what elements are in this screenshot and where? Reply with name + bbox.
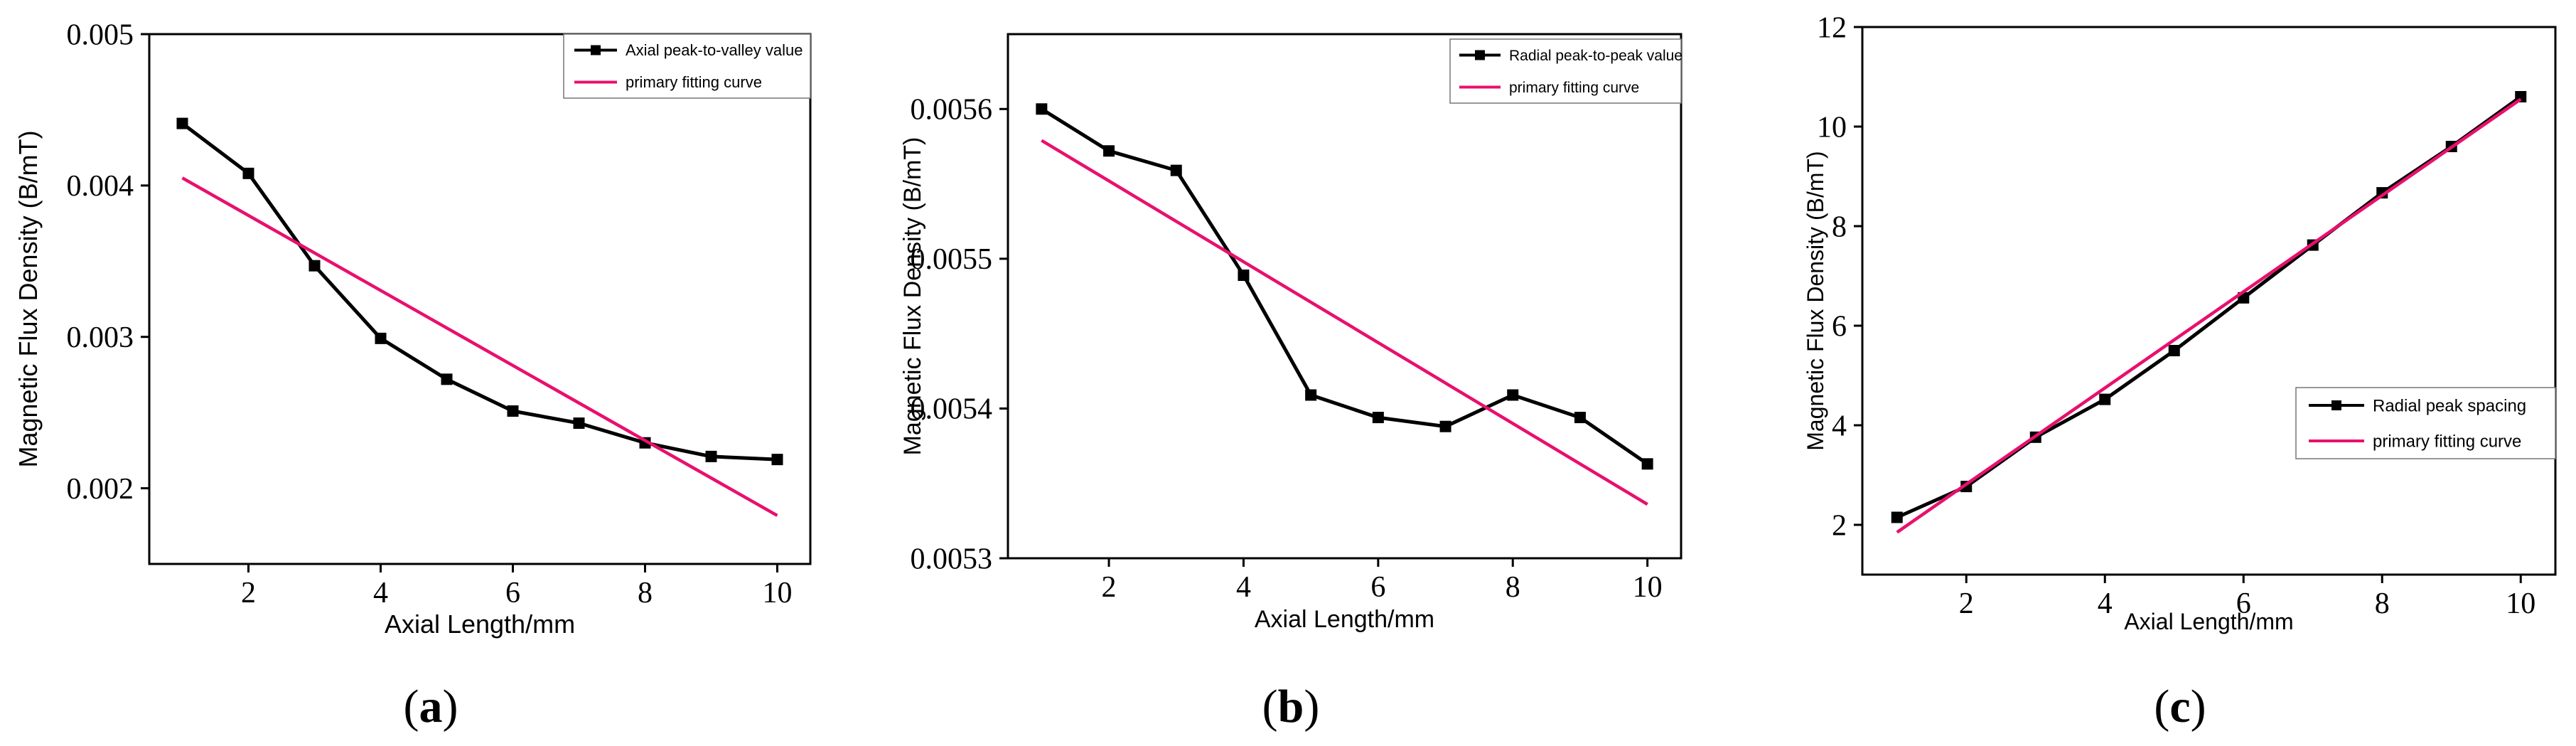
y-tick-label: 12 (1817, 11, 1847, 44)
x-tick-label: 10 (763, 577, 793, 609)
data-series-line (181, 122, 778, 462)
x-axis-label: Axial Length/mm (1255, 606, 1434, 633)
legend: Radial peak-to-peak value primary fitting… (1449, 38, 1683, 104)
legend-box (2295, 387, 2556, 459)
panel-label: (b) (1262, 681, 1320, 732)
y-tick-label: 0.0056 (911, 94, 993, 127)
x-tick-label: 8 (638, 577, 653, 609)
legend-marker (1475, 50, 1485, 60)
y-tick-label: 10 (1817, 111, 1847, 144)
chart-panel-a: 2 4 6 8 10 0.002 0.003 0.004 0.005 Axial Length/m… (14, 18, 812, 732)
data-point-marker (308, 260, 321, 272)
x-tick-label: 2 (1102, 571, 1117, 604)
x-axis-label: Axial Length/mm (385, 609, 575, 639)
y-tick-label: 0.0055 (911, 243, 993, 276)
x-tick-label: 8 (2375, 587, 2390, 620)
data-point-marker (1574, 412, 1586, 424)
data-point-marker (176, 117, 188, 129)
data-point-marker (507, 405, 519, 417)
panel-label: (c) (2154, 681, 2206, 732)
data-point-marker (375, 332, 387, 344)
panel-label: (a) (404, 681, 458, 732)
x-tick-label: 4 (1236, 571, 1251, 604)
legend-label: primary fitting curve (1509, 80, 1639, 96)
axes-frame (1861, 26, 2557, 576)
x-tick-label: 4 (2098, 587, 2113, 620)
x-tick-label: 2 (241, 577, 256, 609)
data-point-marker (1170, 164, 1182, 176)
data-point-marker (242, 167, 254, 179)
y-tick-label: 2 (1832, 509, 1847, 542)
y-tick-label: 8 (1832, 211, 1847, 243)
y-tick-label: 0.002 (67, 473, 134, 506)
y-axis-label: Magnetic Flux Density (B/mT) (899, 137, 926, 456)
legend-label: primary fitting curve (626, 73, 762, 91)
x-tick-label: 6 (505, 577, 520, 609)
y-tick-label: 0.0053 (911, 543, 993, 575)
legend-box (563, 33, 811, 99)
x-tick-label: 10 (1633, 571, 1663, 604)
data-point-marker (705, 450, 717, 462)
data-point-marker (573, 417, 585, 430)
data-point-marker (1238, 270, 1250, 282)
fitting-curve-line (1896, 97, 2522, 534)
chart-panel-c: 2 4 6 8 10 2 4 6 8 10 12 Axial Length/mm Magnetic Fl… (1803, 11, 2557, 732)
x-tick-label: 4 (373, 577, 388, 609)
x-tick-label: 6 (1370, 571, 1385, 604)
fitting-curve-line (181, 176, 778, 517)
y-tick-label: 6 (1832, 310, 1847, 343)
data-point-marker (1507, 389, 1519, 401)
y-tick-label: 0.003 (67, 321, 134, 354)
x-axis-label: Axial Length/mm (2124, 609, 2293, 634)
x-tick-label: 6 (2236, 587, 2251, 620)
data-point-marker (1439, 420, 1451, 432)
legend-label: Axial peak-to-valley value (626, 41, 803, 59)
x-tick-label: 8 (1506, 571, 1520, 604)
legend: Axial peak-to-valley value primary fittin… (563, 33, 811, 99)
data-series-line (1040, 107, 1649, 466)
data-point-marker (1305, 389, 1317, 401)
data-point-marker (1641, 458, 1653, 470)
y-tick-label: 0.004 (67, 170, 134, 203)
y-tick-label: 0.0054 (911, 393, 993, 426)
x-tick-label: 2 (1959, 587, 1974, 620)
legend-marker (2331, 400, 2341, 410)
data-point-marker (771, 454, 783, 466)
x-tick-label: 10 (2506, 587, 2535, 620)
data-point-marker (2099, 393, 2111, 405)
axes-frame (1007, 33, 1683, 560)
legend-box (1449, 38, 1682, 104)
data-point-marker (1372, 412, 1384, 424)
axes-frame (148, 33, 812, 565)
chart-panel-b: 2 4 6 8 10 0.0053 0.0054 0.0055 0.0056 Axial Leng… (899, 33, 1683, 732)
data-point-marker (441, 373, 453, 385)
y-axis-label: Magnetic Flux Density (B/mT) (14, 130, 43, 467)
legend: Radial peak spacing primary fitting curve (2295, 387, 2556, 459)
legend-label: primary fitting curve (2373, 432, 2521, 451)
data-point-marker (1036, 103, 1048, 115)
data-point-marker (1891, 511, 1903, 523)
data-point-marker (1103, 145, 1115, 157)
legend-label: Radial peak-to-peak value (1509, 48, 1683, 64)
legend-label: Radial peak spacing (2373, 396, 2526, 415)
data-point-marker (2168, 345, 2180, 356)
fitting-curve-line (1041, 139, 1648, 506)
legend-marker (591, 45, 601, 55)
y-axis-label: Magnetic Flux Density (B/mT) (1803, 151, 1828, 450)
y-tick-label: 4 (1832, 410, 1847, 442)
y-tick-label: 0.005 (67, 18, 134, 51)
